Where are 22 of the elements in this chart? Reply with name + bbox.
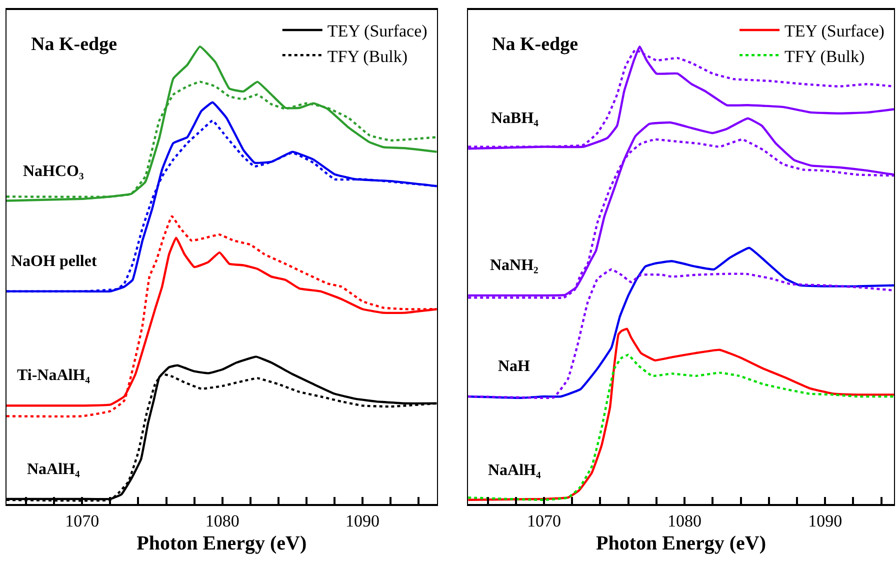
x-axis-title: Photon Energy (eV) [596,532,766,554]
x-tick-label: 1070 [65,511,100,530]
annotation: NaBH₄ [491,110,539,127]
x-tick-label: 1080 [205,511,240,530]
annotation: Ti-NaAlH₄ [17,367,90,384]
legend-label: TEY (Surface) [784,22,884,41]
legend-label: TFY (Bulk) [784,46,865,66]
annotation: Na K-edge [492,34,578,55]
legend-label: TEY (Surface) [327,22,428,41]
annotation: NaNH₂ [490,257,539,274]
annotation: NaH [498,358,531,375]
annotation: NaHCO₃ [23,163,84,180]
x-axis-title: Photon Energy (eV) [136,532,307,554]
annotation: NaAlH₄ [488,462,541,479]
annotation: NaAlH₄ [27,461,80,478]
x-tick-label: 1090 [346,511,380,530]
annotation: NaOH pellet [11,253,98,270]
x-tick-label: 1070 [526,511,561,530]
x-tick-label: 1080 [668,511,702,530]
x-tick-label: 1090 [808,511,842,530]
annotation: Na K-edge [31,34,118,55]
legend-label: TFY (Bulk) [327,46,408,66]
